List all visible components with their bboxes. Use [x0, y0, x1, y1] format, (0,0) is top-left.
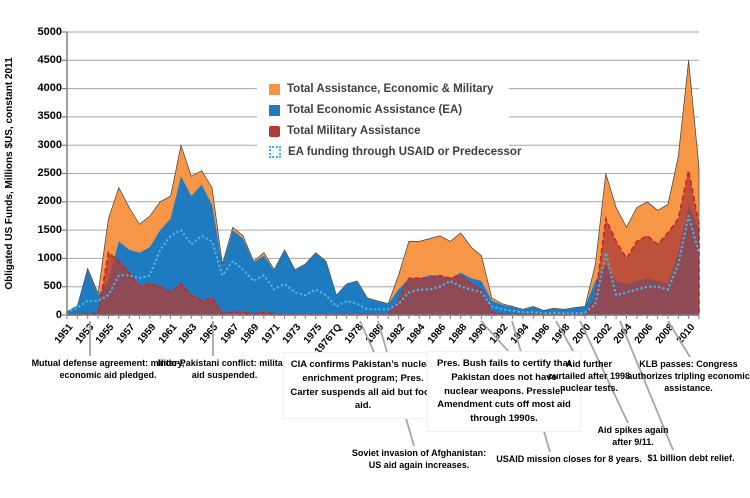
x-tick-label: 1961	[156, 322, 180, 347]
x-tick-label: 1990	[467, 322, 490, 347]
annotation-aid-curtailed-1998: Aid further curtailed after 1998 nuclear…	[547, 359, 631, 394]
legend-label-usaid: EA funding through USAID or Predecessor	[288, 146, 522, 158]
annotation-cia-carter: CIA confirms Pakistan’s nuclear enrichme…	[283, 352, 443, 420]
x-tick-label: 1986	[425, 322, 449, 347]
x-tick-label: 1967	[218, 322, 242, 347]
y-tick-label: 500	[43, 280, 62, 293]
y-tick-label: 4500	[37, 53, 62, 66]
series-3	[65, 215, 701, 315]
x-tick-label: 1953	[73, 322, 97, 347]
y-tick-label: 2000	[37, 195, 62, 208]
series-1	[67, 176, 699, 315]
x-tick-label: 1965	[197, 322, 221, 347]
y-axis-title: Obligated US Funds, Millions $US, consta…	[4, 57, 15, 290]
x-tick-label: 1963	[177, 322, 200, 347]
usaid-funding-swatch-icon	[269, 146, 281, 158]
annotation-indo-pak-conflict: Indo-Pakistani conflict: military aid su…	[157, 358, 292, 381]
annotation-soviet-invasion: Soviet invasion of Afghanistan: US aid a…	[351, 448, 487, 471]
y-tick-label: 3500	[37, 110, 62, 123]
x-tick-label: 1969	[239, 322, 262, 347]
x-tick-label: 1959	[135, 322, 159, 347]
y-tick-label: 1000	[37, 251, 62, 264]
x-tick-label: 1984	[404, 322, 428, 347]
legend-label-total: Total Assistance, Economic & Military	[287, 83, 494, 95]
x-tick-label: 2000	[570, 322, 594, 347]
annotation-usaid-mission: USAID mission closes for 8 years.	[496, 454, 642, 464]
x-tick-label: 1957	[114, 322, 138, 347]
legend-label-military: Total Military Assistance	[287, 125, 421, 137]
x-tick-label: 2002	[591, 322, 615, 347]
legend-item-total: Total Assistance, Economic & Military	[269, 83, 499, 95]
x-tick-label: 2008	[653, 322, 677, 347]
legend-item-military: Total Military Assistance	[269, 125, 499, 137]
x-tick-label: 1971	[259, 322, 283, 347]
x-tick-label: 2004	[612, 322, 635, 347]
x-tick-label: 1980	[363, 322, 387, 347]
annotation-aid-spikes-911: Aid spikes again after 9/11.	[597, 425, 669, 448]
y-tick-label: 0	[55, 308, 62, 321]
y-tick-label: 5000	[37, 25, 62, 38]
y-tick-label: 4000	[37, 82, 62, 95]
economic-assistance-swatch-icon	[269, 104, 280, 116]
annotation-pressler: Pres. Bush fails to certify that Pakista…	[427, 351, 581, 432]
x-tick-label: 2006	[632, 322, 656, 347]
x-tick-label: 1951	[52, 322, 76, 347]
legend-item-usaid: EA funding through USAID or Predecessor	[269, 146, 521, 158]
total-assistance-swatch-icon	[269, 83, 280, 95]
annotation-klb: KLB passes: Congress authorizes tripling…	[627, 359, 750, 394]
x-tick-label: 2010	[674, 322, 698, 347]
x-tick-label: 1982	[384, 322, 407, 347]
x-tick-label: 1978	[342, 322, 366, 347]
legend-item-economic: Total Economic Assistance (EA)	[269, 104, 499, 116]
x-tick-label: 1996	[529, 322, 553, 347]
x-tick-label: 1955	[94, 322, 117, 347]
legend-label-economic: Total Economic Assistance (EA)	[287, 104, 463, 116]
annotation-mutual-defense: Mutual defense agreement: military, econ…	[31, 358, 185, 381]
x-tick-label: 1994	[508, 322, 532, 347]
x-tick-label: 1973	[280, 322, 304, 347]
y-tick-label: 1500	[37, 223, 62, 236]
x-tick-label: 1992	[487, 322, 511, 347]
x-tick-label: 1998	[549, 322, 573, 347]
plot-area	[62, 31, 701, 319]
x-tick-label: 1988	[446, 322, 470, 347]
chart-legend: Total Assistance, Economic & Military To…	[257, 72, 521, 172]
y-tick-label: 2500	[37, 167, 62, 179]
y-tick-label: 3000	[37, 138, 62, 151]
annotation-debt-relief: $1 billion debt relief.	[647, 453, 735, 463]
military-assistance-swatch-icon	[269, 125, 280, 137]
